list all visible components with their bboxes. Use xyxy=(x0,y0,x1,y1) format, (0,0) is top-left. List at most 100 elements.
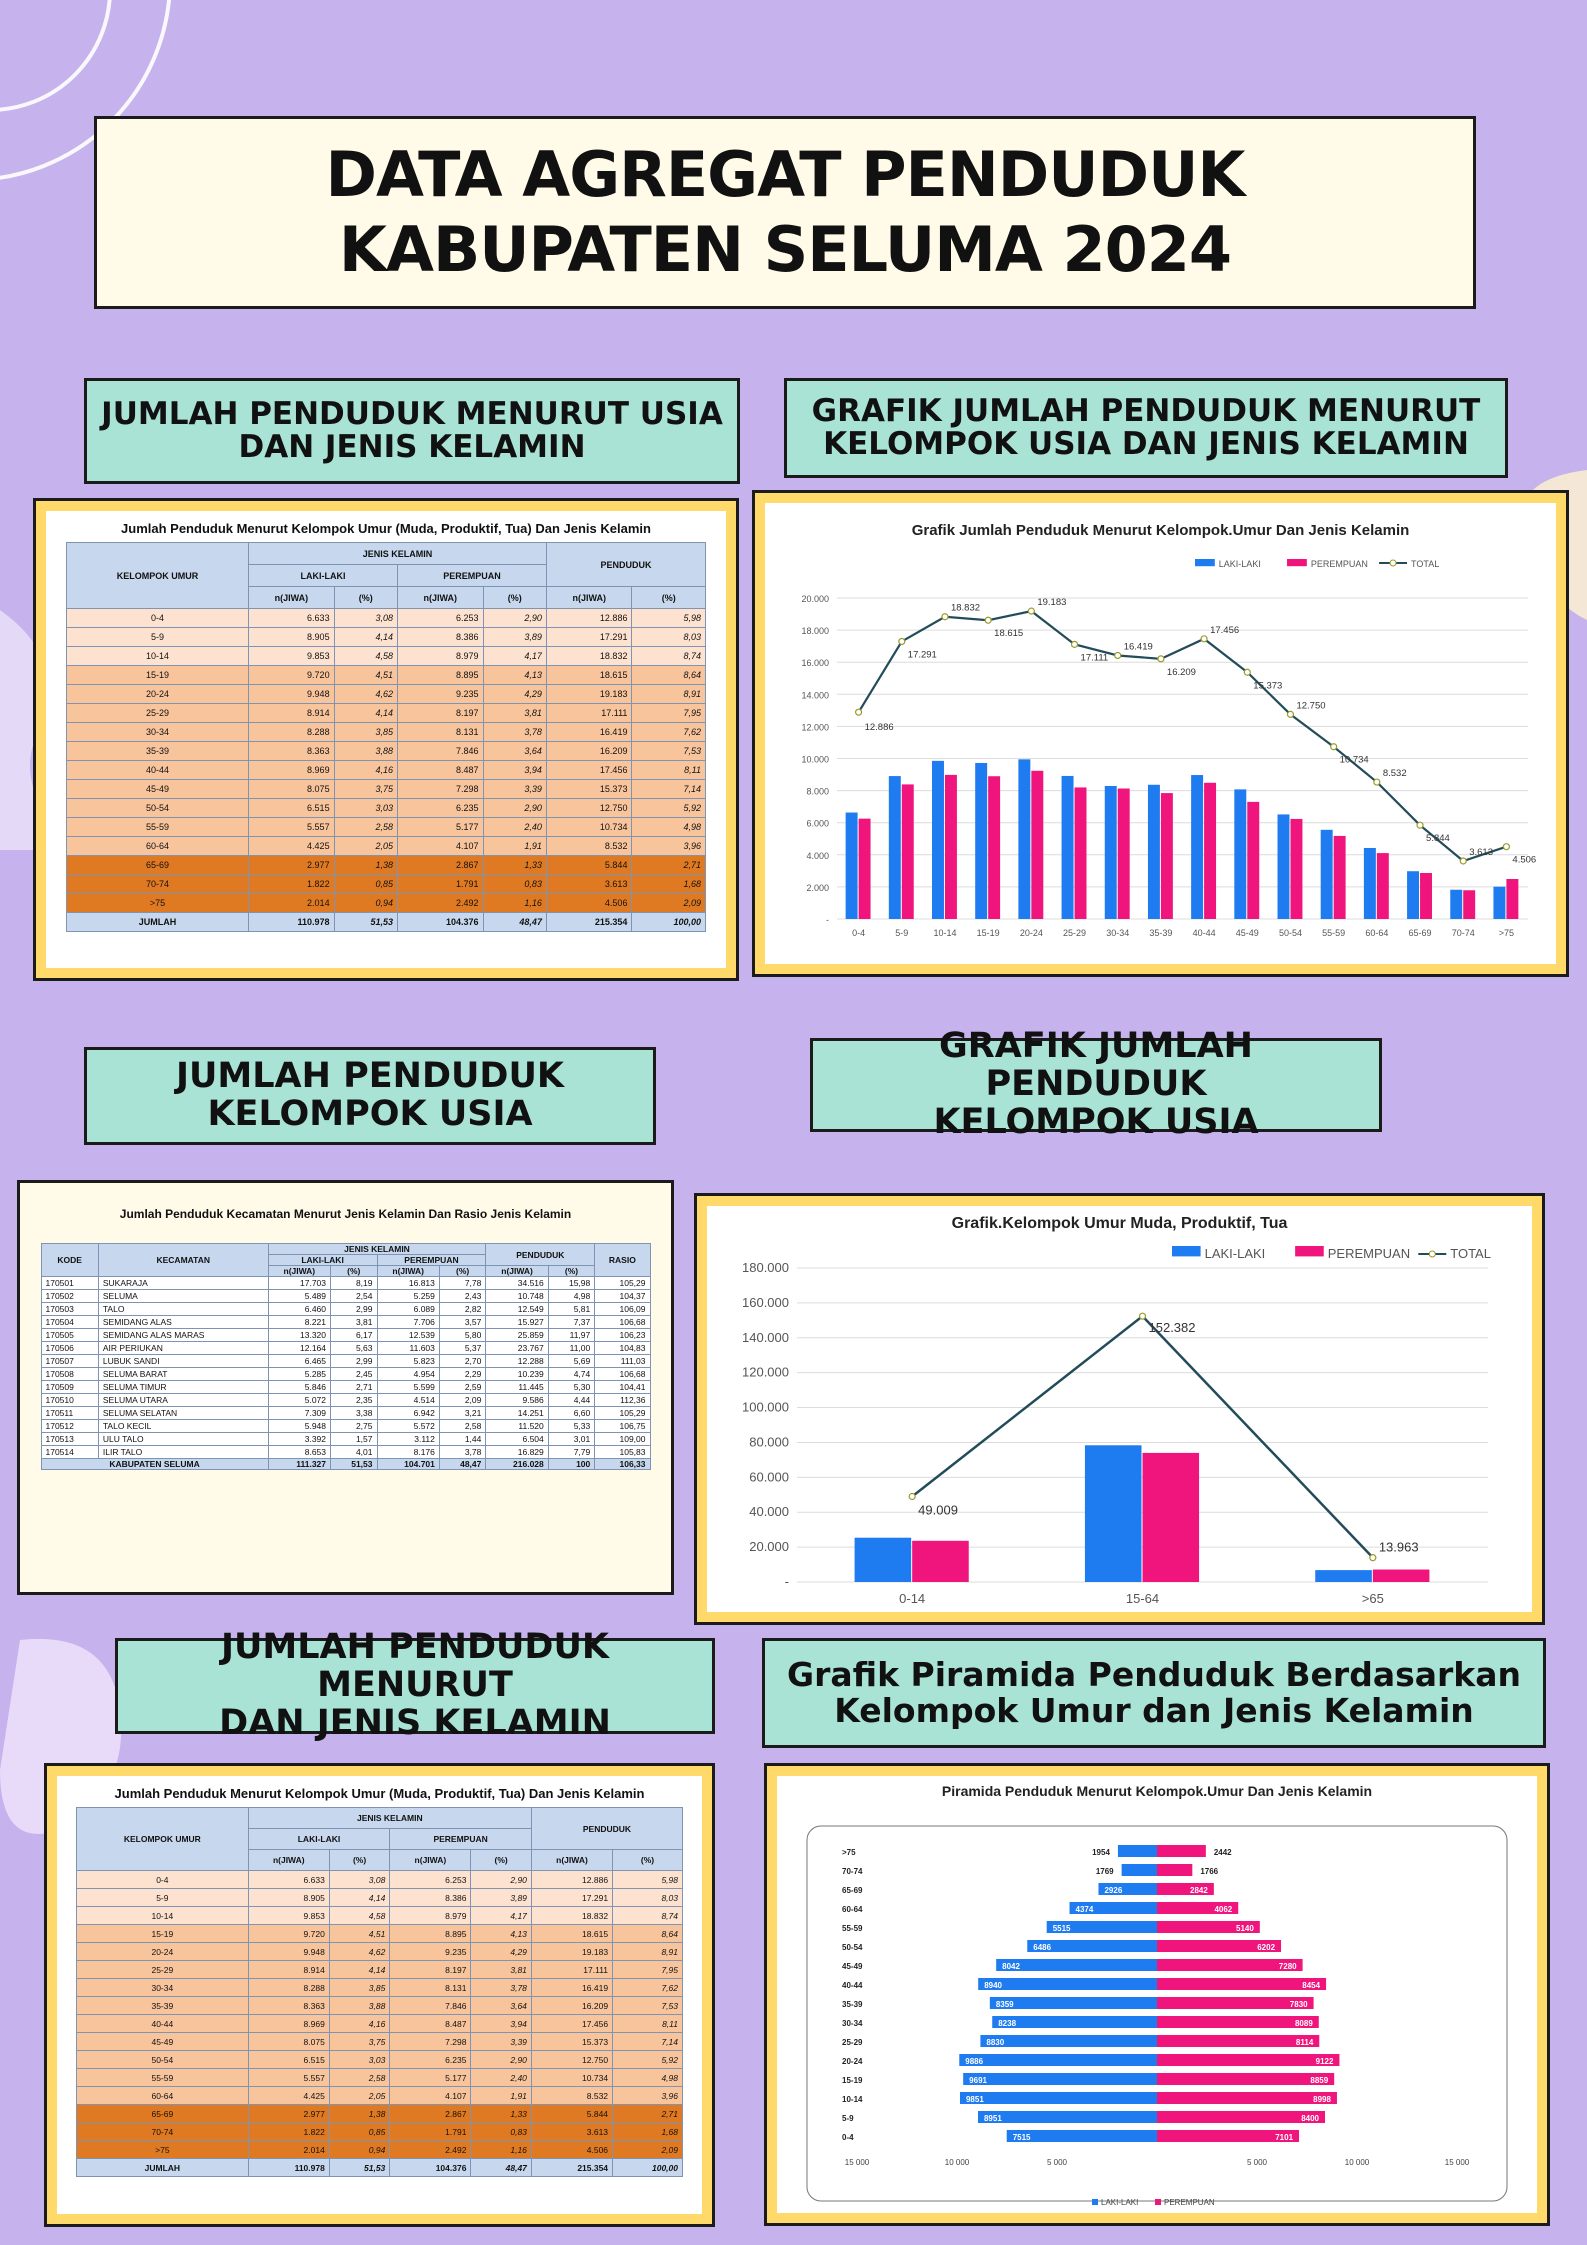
bar-laki-laki xyxy=(1493,886,1506,919)
table-cell: 16.813 xyxy=(376,1276,440,1290)
data-label: 8114 xyxy=(1296,2038,1314,2047)
table-cell: 8,03 xyxy=(631,627,706,647)
bar-perempuan xyxy=(1160,793,1173,919)
table-cell: 2,90 xyxy=(482,798,547,818)
data-label: 2442 xyxy=(1214,1848,1232,1857)
group-chart-frame: Grafik.Kelompok Umur Muda, Produktif, Tu… xyxy=(694,1193,1545,1625)
header-cell: n(JIWA) xyxy=(247,1849,330,1871)
header-row: KELOMPOK UMUR JENIS KELAMIN PENDUDUK xyxy=(65,542,707,609)
kecamatan-table-title: Jumlah Penduduk Kecamatan Menurut Jenis … xyxy=(119,1207,572,1221)
table-row: 70-74 1.822 0,85 1.791 0,83 3.613 1,68 xyxy=(65,874,706,894)
table-cell: 1,33 xyxy=(482,855,547,875)
table-cell: 6.633 xyxy=(247,1870,330,1889)
table-row: 55-59 5.557 2,58 5.177 2,40 10.734 4,98 xyxy=(76,2068,683,2087)
table-row: 20-24 9.948 4,62 9.235 4,29 19.183 8,91 xyxy=(65,684,706,704)
x-tick-label: 5 000 xyxy=(1247,2158,1268,2167)
x-tick-label: 0-4 xyxy=(852,928,865,938)
legend-label: LAKI-LAKI xyxy=(1205,1246,1266,1261)
table-cell: 4,14 xyxy=(333,703,399,723)
bar-perempuan xyxy=(1157,1864,1193,1876)
y-tick-label: 16.000 xyxy=(801,658,829,668)
total-point xyxy=(941,613,949,621)
header-row: n(JIWA) (%) n(JIWA) (%) n(JIWA) (%) xyxy=(41,1265,650,1277)
table-cell: 4,14 xyxy=(333,627,399,647)
group-chart-panel: Grafik.Kelompok Umur Muda, Produktif, Tu… xyxy=(707,1206,1532,1612)
x-tick-label: 10 000 xyxy=(1345,2158,1370,2167)
table-cell: 8.905 xyxy=(247,1888,330,1907)
header-row: KODE KECAMATAN JENIS KELAMIN PENDUDUK RASIO xyxy=(40,1243,651,1277)
table-cell: 0,94 xyxy=(333,893,399,913)
legend-swatch xyxy=(1287,559,1307,567)
table-cell: 3,64 xyxy=(470,1996,532,2015)
table-cell: 110.978 xyxy=(247,2158,330,2177)
total-data-label: 10.734 xyxy=(1340,755,1369,766)
total-point xyxy=(1416,821,1424,829)
legend-point-swatch xyxy=(1428,1250,1436,1258)
table-cell: SEMIDANG ALAS MARAS xyxy=(97,1328,269,1342)
x-tick-label: 20-24 xyxy=(1020,928,1043,938)
table-row: 170501 SUKARAJA 17.703 8,19 16.813 7,78 34.516… xyxy=(40,1276,651,1290)
bar-laki-laki xyxy=(854,1537,912,1582)
table-cell: 2,99 xyxy=(330,1302,378,1316)
table-cell: 15-19 xyxy=(65,665,250,685)
table-cell: 9.235 xyxy=(389,1942,472,1961)
table-cell: 5,37 xyxy=(438,1341,487,1355)
y-category-label: 55-59 xyxy=(842,1924,863,1933)
table-cell: 17.703 xyxy=(267,1276,332,1290)
total-data-label: 18.615 xyxy=(994,628,1023,639)
bar-laki-laki xyxy=(996,1959,1157,1971)
header-cell: LAKI-LAKI xyxy=(267,1254,378,1266)
y-category-label: 35-39 xyxy=(842,2000,863,2009)
legend-swatch xyxy=(1092,2199,1098,2205)
x-tick-label: 0-14 xyxy=(899,1591,925,1606)
table-row: 60-64 4.425 2,05 4.107 1,91 8.532 3,96 xyxy=(76,2086,683,2105)
table-cell: 6.942 xyxy=(376,1406,440,1420)
table-cell: 2,90 xyxy=(482,608,547,628)
header-cell: (%) xyxy=(333,586,399,609)
table-cell: 7.298 xyxy=(389,2032,472,2051)
y-tick-label: 12.000 xyxy=(801,722,829,732)
table-row: 170514 ILIR TALO 8.653 4,01 8.176 3,78 16.829 7… xyxy=(40,1445,651,1459)
table-cell: 4.107 xyxy=(389,2086,472,2105)
table-cell: SELUMA TIMUR xyxy=(97,1380,269,1394)
bar-laki-laki xyxy=(1117,1845,1157,1857)
table-cell: 18.832 xyxy=(530,1906,614,1925)
table-cell: 70-74 xyxy=(76,2122,249,2141)
table-cell: 170502 xyxy=(40,1289,99,1303)
table-cell: 40-44 xyxy=(65,760,250,780)
bar-perempuan xyxy=(1376,853,1389,919)
x-tick-label: 15-19 xyxy=(977,928,1000,938)
table-row: 70-74 1.822 0,85 1.791 0,83 3.613 1,68 xyxy=(76,2122,683,2141)
y-tick-label: 10.000 xyxy=(801,755,829,765)
table-row: 15-19 9.720 4,51 8.895 4,13 18.615 8,64 xyxy=(65,665,706,685)
table-row: 170502 SELUMA 5.489 2,54 5.259 2,43 10.748 4,98… xyxy=(40,1289,651,1303)
table-total-row: KABUPATEN SELUMA 111.327 51,53 104.701 48,47… xyxy=(40,1458,651,1470)
section-title-line: JUMLAH PENDUDUK xyxy=(175,1056,565,1097)
table-cell: 8.914 xyxy=(248,703,335,723)
table-cell: 170506 xyxy=(40,1341,99,1355)
table-row: 50-54 6.515 3,03 6.235 2,90 12.750 5,92 xyxy=(76,2050,683,2069)
age-table-frame: Jumlah Penduduk Menurut Kelompok Umur (M… xyxy=(33,498,739,981)
table-row: 35-39 8.363 3,88 7.846 3,64 16.209 7,53 xyxy=(65,741,706,761)
table-cell: 7,79 xyxy=(547,1445,596,1459)
legend-label: LAKI-LAKI xyxy=(1219,559,1261,569)
table-row: 30-34 8.288 3,85 8.131 3,78 16.419 7,62 xyxy=(65,722,706,742)
legend-label: PEREMPUAN xyxy=(1328,1246,1410,1261)
table-cell: 5,98 xyxy=(612,1870,683,1889)
table-cell: 6.504 xyxy=(485,1432,549,1446)
table-cell: 12.886 xyxy=(530,1870,614,1889)
header-cell: n(JIWA) xyxy=(389,1849,472,1871)
data-label: 2842 xyxy=(1190,1886,1208,1895)
kecamatan-table-panel: Jumlah Penduduk Kecamatan Menurut Jenis … xyxy=(30,1193,661,1582)
bar-perempuan xyxy=(1157,2130,1300,2142)
table-cell: 105,83 xyxy=(594,1445,651,1459)
table-cell: 8.221 xyxy=(267,1315,332,1329)
table-cell: 35-39 xyxy=(76,1996,249,2015)
total-point xyxy=(1502,843,1511,851)
table-cell: 2,71 xyxy=(330,1380,378,1394)
table-cell: 8.075 xyxy=(248,779,335,799)
table-cell: 3,21 xyxy=(438,1406,487,1420)
table-cell: 8,11 xyxy=(612,2014,683,2033)
table-cell: 17.291 xyxy=(545,627,633,647)
bar-perempuan xyxy=(1157,2073,1335,2085)
